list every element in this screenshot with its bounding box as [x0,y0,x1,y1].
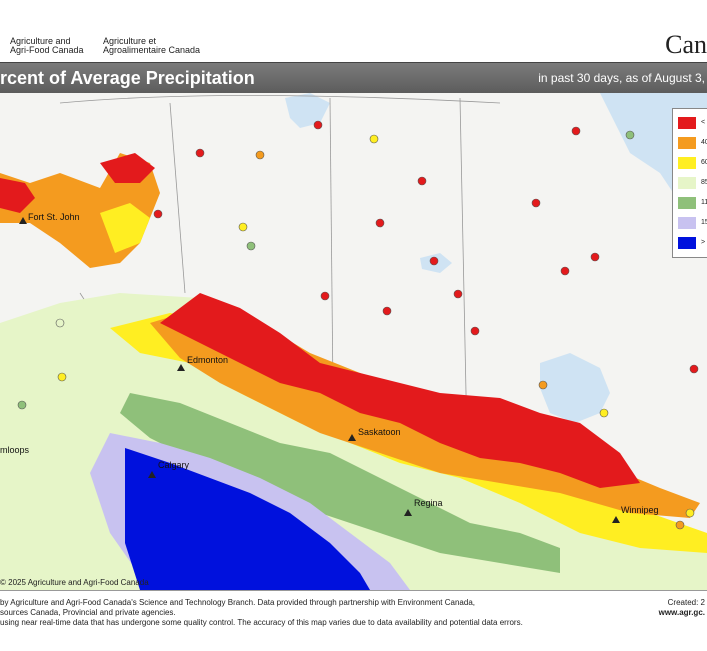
agency-name-en-line1: Agriculture and [10,36,71,46]
city-markers [19,217,620,523]
map-subtitle: in past 30 days, as of August 3, [538,71,705,85]
footer-created-date: Created: 2 [667,598,705,607]
zone-over-200 [125,448,370,590]
title-bar: rcent of Average Precipitation in past 3… [0,62,707,94]
legend-label: 15 [701,219,707,226]
legend-label: 40 [701,139,707,146]
zone-115-150 [120,393,560,573]
legend-swatch [678,217,696,229]
legend-swatch [678,177,696,189]
legend-label: 85 [701,179,707,186]
zone-under-40 [160,293,640,488]
city-label-regina: Regina [414,498,443,508]
legend-swatch [678,197,696,209]
city-label-calgary: Calgary [158,460,190,470]
city-label-saskatoon: Saskatoon [358,427,401,437]
legend-swatch [678,117,696,129]
agency-name-en-line2: Agri-Food Canada [10,45,84,55]
city-label-winnipeg: Winnipeg [621,505,659,515]
header: Agriculture and Agri-Food Canada Agricul… [0,0,707,62]
city-label-edmonton: Edmonton [187,355,229,365]
legend-label: 60 [701,159,707,166]
legend-label: 11 [701,199,707,206]
map-canvas [0,93,707,590]
legend-swatch [678,157,696,169]
great-slave-lake [285,93,330,128]
legend-swatch [678,137,696,149]
zone-north-bc-60-85 [100,203,150,253]
footer-credit-line2: sources Canada, Provincial and private a… [0,608,176,617]
precipitation-map[interactable]: Fort St. John Edmonton Saskatoon Calgary… [0,93,707,590]
legend-label: < 4 [701,119,707,126]
agency-name-fr-line1: Agriculture et [103,36,157,46]
city-label-kamloops: mloops [0,445,30,455]
copyright-notice: © 2025 Agriculture and Agri-Food Canada [0,578,149,587]
city-label-fort-st-john: Fort St. John [28,212,80,222]
legend-label: > 2 [701,239,707,246]
agency-name-fr-line2: Agroalimentaire Canada [103,45,201,55]
footer-credit-line1: by Agriculture and Agri-Food Canada's Sc… [0,598,475,607]
weather-stations [17,120,699,530]
footer-website-link[interactable]: www.agr.gc. [658,608,705,617]
legend-swatch [678,237,696,249]
footer-disclaimer: using near real-time data that has under… [0,618,523,627]
lake-winnipeg [540,353,610,423]
map-title: rcent of Average Precipitation [0,68,255,88]
zone-north-bc-under-40-b [100,153,155,183]
footer: by Agriculture and Agri-Food Canada's Sc… [0,590,707,651]
legend: < 4 40 60 85 11 15 > 2 [672,108,707,258]
canada-wordmark: Can [665,30,707,59]
zone-north-bc-under-40 [0,178,35,213]
